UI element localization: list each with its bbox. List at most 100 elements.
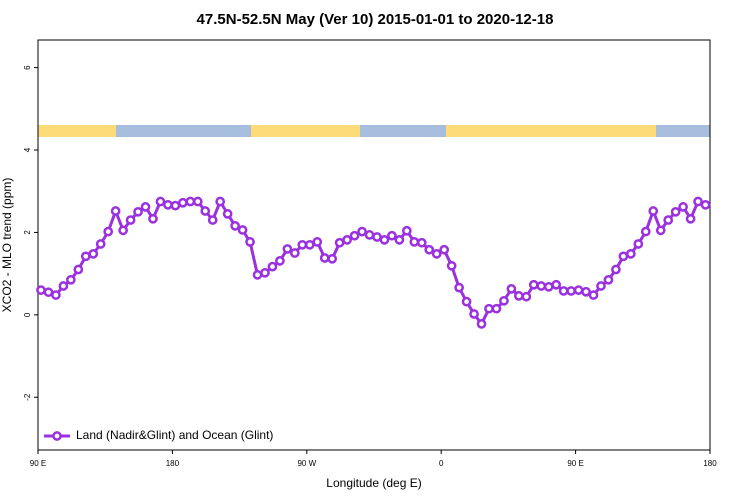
point bbox=[73, 264, 84, 275]
point bbox=[655, 225, 666, 236]
point bbox=[543, 281, 554, 292]
point bbox=[297, 239, 308, 250]
point bbox=[148, 213, 158, 224]
point bbox=[192, 196, 203, 207]
point bbox=[66, 274, 76, 285]
point bbox=[140, 202, 151, 212]
point bbox=[80, 251, 91, 262]
point bbox=[640, 226, 651, 237]
point bbox=[304, 239, 315, 250]
point bbox=[230, 220, 240, 231]
point bbox=[387, 230, 397, 241]
x-tick-label: 180 bbox=[166, 459, 180, 468]
point bbox=[36, 285, 46, 295]
point bbox=[633, 239, 644, 249]
point bbox=[118, 225, 128, 236]
point bbox=[125, 215, 136, 225]
point bbox=[499, 295, 509, 306]
land-band bbox=[446, 125, 656, 137]
point bbox=[260, 267, 270, 278]
ocean-band bbox=[360, 125, 446, 137]
point bbox=[110, 206, 121, 216]
point bbox=[155, 196, 166, 207]
point bbox=[424, 244, 435, 255]
point bbox=[394, 234, 405, 245]
y-tick-label: 2 bbox=[23, 230, 32, 235]
point bbox=[454, 282, 464, 293]
point bbox=[551, 279, 562, 290]
series-line bbox=[40, 198, 707, 327]
point bbox=[491, 303, 502, 314]
point bbox=[379, 234, 390, 245]
x-axis-label: Longitude (deg E) bbox=[326, 476, 421, 490]
point bbox=[588, 290, 599, 300]
point bbox=[237, 225, 248, 235]
chart-title: 47.5N-52.5N May (Ver 10) 2015-01-01 to 2… bbox=[197, 11, 554, 28]
point bbox=[245, 237, 255, 247]
point bbox=[573, 285, 584, 295]
point bbox=[103, 226, 114, 237]
point bbox=[693, 196, 703, 207]
point bbox=[178, 197, 188, 208]
x-tick-label: 0 bbox=[439, 459, 444, 468]
point bbox=[43, 287, 54, 298]
point bbox=[603, 274, 614, 285]
point bbox=[222, 209, 233, 219]
point bbox=[611, 264, 621, 275]
x-tick-label: 90 E bbox=[30, 459, 46, 468]
point bbox=[566, 286, 576, 296]
x-tick-label: 90 W bbox=[297, 459, 316, 468]
point bbox=[133, 206, 143, 217]
legend-label: Land (Nadir&Glint) and Ocean (Glint) bbox=[76, 428, 273, 442]
point bbox=[618, 251, 629, 262]
point bbox=[88, 249, 99, 259]
point bbox=[170, 200, 181, 211]
point bbox=[416, 237, 427, 248]
point bbox=[319, 253, 330, 263]
point bbox=[185, 196, 196, 207]
point bbox=[431, 249, 442, 259]
point bbox=[51, 290, 61, 300]
legend-marker bbox=[52, 431, 62, 441]
y-tick-label: 4 bbox=[23, 147, 32, 152]
point bbox=[476, 319, 487, 329]
point bbox=[469, 309, 479, 319]
land-band bbox=[251, 125, 360, 137]
y-tick-label: -2 bbox=[23, 393, 32, 401]
point bbox=[334, 237, 345, 248]
point bbox=[439, 244, 450, 255]
point bbox=[215, 196, 226, 207]
point bbox=[626, 249, 636, 259]
point bbox=[200, 206, 211, 216]
point bbox=[700, 199, 711, 210]
point bbox=[163, 199, 173, 210]
point bbox=[648, 206, 659, 216]
point bbox=[327, 253, 338, 264]
point bbox=[252, 270, 263, 280]
point bbox=[267, 261, 278, 272]
point bbox=[342, 234, 352, 245]
point bbox=[581, 286, 591, 297]
ocean-band bbox=[656, 125, 710, 137]
y-tick-label: 6 bbox=[23, 65, 32, 70]
point bbox=[364, 230, 375, 240]
point bbox=[402, 225, 412, 236]
land-band bbox=[38, 125, 116, 137]
land-ocean-strip bbox=[38, 125, 710, 137]
y-tick-label: 0 bbox=[23, 312, 32, 317]
point bbox=[275, 256, 285, 266]
point bbox=[282, 244, 293, 254]
point bbox=[514, 291, 524, 301]
point bbox=[528, 279, 539, 290]
point bbox=[207, 215, 218, 225]
point bbox=[506, 284, 517, 294]
point bbox=[349, 230, 360, 241]
x-tick-label: 90 E bbox=[567, 459, 583, 468]
ocean-band bbox=[116, 125, 251, 137]
point bbox=[670, 206, 681, 217]
point bbox=[95, 239, 106, 249]
plot-frame bbox=[37, 39, 711, 451]
point bbox=[461, 296, 472, 307]
point bbox=[372, 232, 382, 242]
